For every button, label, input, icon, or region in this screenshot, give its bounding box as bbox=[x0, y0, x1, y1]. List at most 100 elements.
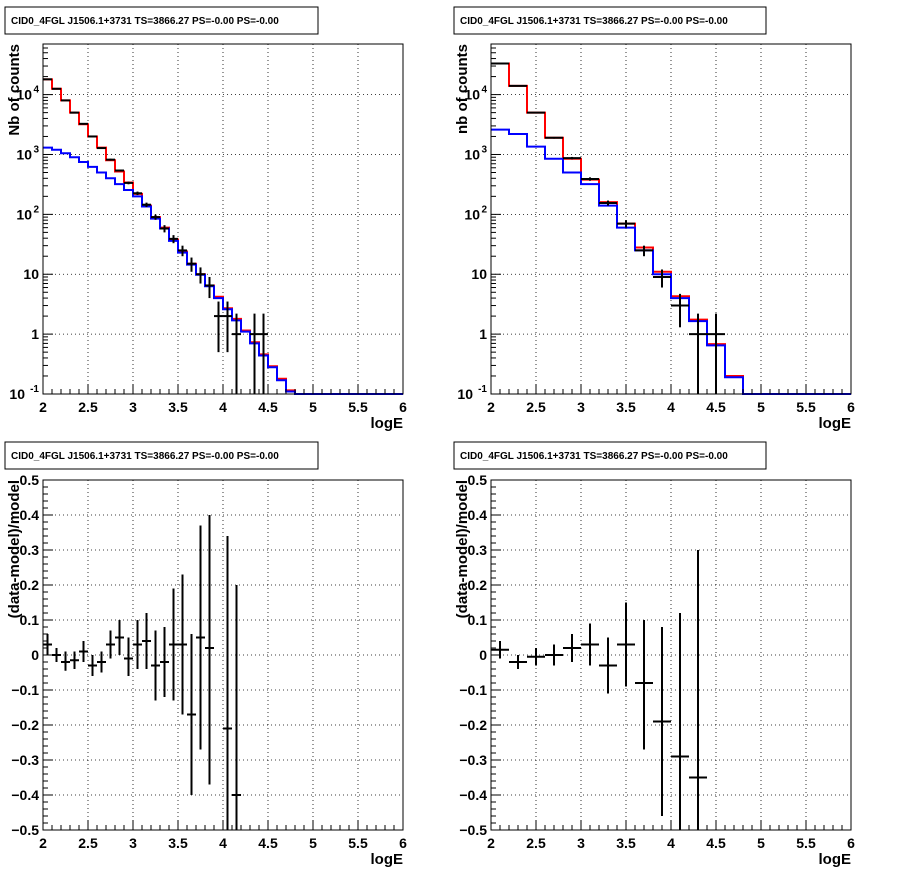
x-tick-label: 4 bbox=[219, 399, 227, 415]
data-point bbox=[250, 313, 259, 394]
x-tick-label: 3 bbox=[129, 399, 137, 415]
data-point bbox=[70, 651, 79, 669]
chart-title-box bbox=[4, 6, 319, 35]
y-tick-label: −0.5 bbox=[459, 822, 487, 838]
x-tick-label: 6 bbox=[847, 399, 855, 415]
data-point bbox=[52, 87, 61, 90]
data-point bbox=[88, 135, 97, 138]
chart-title: CID0_4FGL J1506.1+3731 TS=3866.27 PS=-0.… bbox=[11, 451, 279, 462]
x-tick-label: 3 bbox=[577, 835, 585, 851]
data-point bbox=[169, 235, 178, 244]
data-point bbox=[617, 220, 635, 228]
data-point bbox=[97, 651, 106, 673]
y-tick-label: 0.4 bbox=[468, 507, 488, 523]
x-tick-label: 5.5 bbox=[348, 835, 368, 851]
x-tick-label: 3.5 bbox=[168, 399, 188, 415]
x-axis-label: logE bbox=[371, 415, 404, 432]
y-tick-label: −0.1 bbox=[11, 682, 39, 698]
data-point bbox=[196, 267, 205, 284]
chart-title-box bbox=[4, 441, 319, 470]
data-point bbox=[169, 588, 178, 701]
x-tick-label: 2 bbox=[39, 835, 47, 851]
data-point bbox=[106, 158, 115, 161]
chart-panel-1: CID0_4FGL J1506.1+3731 TS=3866.27 PS=-0.… bbox=[4, 6, 407, 432]
y-tick-label: −0.3 bbox=[459, 752, 487, 768]
x-tick-label: 4 bbox=[667, 835, 675, 851]
y-tick-label: 0.5 bbox=[20, 472, 40, 488]
x-tick-label: 2.5 bbox=[78, 835, 98, 851]
y-tick-label: 0.3 bbox=[20, 542, 40, 558]
data-point bbox=[527, 111, 545, 114]
data-point bbox=[581, 623, 599, 666]
y-tick-exponent: -1 bbox=[478, 384, 487, 395]
data-point bbox=[61, 99, 70, 102]
data-point bbox=[599, 200, 617, 206]
data-point bbox=[151, 214, 160, 220]
x-tick-label: 2 bbox=[487, 835, 495, 851]
data-point bbox=[79, 641, 88, 662]
data-point bbox=[653, 627, 671, 816]
y-tick-label: 0 bbox=[31, 647, 39, 663]
y-tick-label: −0.4 bbox=[11, 787, 39, 803]
x-tick-label: 3 bbox=[129, 835, 137, 851]
data-point bbox=[124, 181, 133, 185]
x-tick-label: 5 bbox=[757, 835, 765, 851]
y-tick-label: 0.3 bbox=[468, 542, 488, 558]
y-tick-label: 10 bbox=[16, 206, 32, 222]
y-tick-label: 0.2 bbox=[20, 577, 40, 593]
data-point bbox=[671, 293, 689, 328]
data-point bbox=[581, 177, 599, 181]
y-tick-exponent: 3 bbox=[33, 144, 39, 155]
x-tick-label: 4 bbox=[667, 399, 675, 415]
data-point bbox=[707, 313, 725, 394]
x-axis-label: logE bbox=[819, 415, 852, 432]
data-point bbox=[142, 202, 151, 207]
y-axis-label: Nb of counts bbox=[6, 44, 23, 136]
data-point bbox=[635, 620, 653, 750]
chart-title: CID0_4FGL J1506.1+3731 TS=3866.27 PS=-0.… bbox=[460, 16, 728, 27]
data-point bbox=[61, 651, 70, 671]
y-tick-label: 10 bbox=[23, 266, 39, 282]
y-tick-label: 10 bbox=[9, 386, 25, 402]
x-tick-label: 2 bbox=[487, 399, 495, 415]
y-tick-label: −0.1 bbox=[459, 682, 487, 698]
y-tick-label: 10 bbox=[16, 146, 32, 162]
chart-title-box bbox=[453, 6, 767, 35]
chart-panel-3: CID0_4FGL J1506.1+3731 TS=3866.27 PS=-0.… bbox=[4, 441, 407, 868]
data-point bbox=[70, 111, 79, 114]
x-tick-label: 3.5 bbox=[616, 835, 636, 851]
chart-title: CID0_4FGL J1506.1+3731 TS=3866.27 PS=-0.… bbox=[460, 451, 728, 462]
data-point bbox=[563, 634, 581, 662]
data-point bbox=[115, 620, 124, 655]
x-tick-label: 5.5 bbox=[796, 399, 816, 415]
y-tick-label: 1 bbox=[31, 326, 39, 342]
data-point bbox=[160, 225, 169, 233]
data-point bbox=[88, 655, 97, 676]
y-tick-label: −0.3 bbox=[11, 752, 39, 768]
x-tick-label: 4.5 bbox=[706, 399, 726, 415]
x-tick-label: 4.5 bbox=[706, 835, 726, 851]
data-point bbox=[671, 613, 689, 830]
data-point bbox=[196, 525, 205, 750]
x-tick-label: 3 bbox=[577, 399, 585, 415]
y-tick-label: −0.2 bbox=[459, 717, 487, 733]
data-point bbox=[509, 84, 527, 87]
data-point bbox=[205, 515, 214, 785]
x-axis-label: logE bbox=[819, 851, 852, 868]
x-tick-label: 2.5 bbox=[526, 835, 546, 851]
y-tick-exponent: 4 bbox=[481, 85, 487, 96]
data-point bbox=[43, 78, 52, 81]
data-point bbox=[563, 156, 581, 160]
data-point bbox=[617, 602, 635, 687]
x-tick-label: 5.5 bbox=[348, 399, 368, 415]
x-tick-label: 2.5 bbox=[526, 399, 546, 415]
data-point bbox=[178, 245, 187, 257]
chart-panel-2: CID0_4FGL J1506.1+3731 TS=3866.27 PS=-0.… bbox=[453, 6, 855, 432]
data-point bbox=[124, 637, 133, 676]
data-point bbox=[232, 313, 241, 394]
data-point bbox=[223, 301, 232, 353]
data-point bbox=[689, 313, 707, 394]
y-tick-label: −0.4 bbox=[459, 787, 487, 803]
chart-title-box bbox=[453, 441, 767, 470]
data-point bbox=[545, 644, 563, 666]
